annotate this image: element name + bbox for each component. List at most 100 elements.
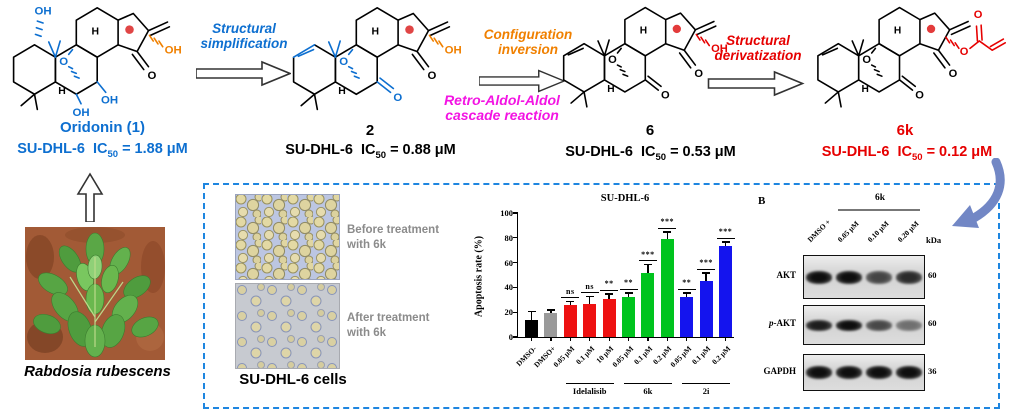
ic-label: IC: [360, 142, 376, 158]
error-cap: [643, 263, 652, 266]
lane-label: DMSO +: [805, 217, 833, 244]
x-tick: [569, 337, 571, 341]
protein-band: [866, 366, 892, 379]
chart-title: SU-DHL-6: [600, 193, 650, 204]
o-label: O: [148, 70, 157, 82]
structure-compound-2: O O OH O H H: [292, 6, 462, 111]
protein-band: [896, 270, 922, 284]
error-bar: [685, 293, 688, 298]
y-tick-label: 40: [504, 282, 514, 293]
blot-strip-GAPDH: [803, 354, 925, 391]
arrow-label-line: Structural: [212, 21, 276, 36]
reaction-arrow-2: [479, 69, 565, 93]
o-label: O: [661, 89, 670, 101]
o-label: O: [915, 89, 924, 101]
bar-0.1 μM: [583, 303, 597, 337]
o-label: O: [393, 92, 402, 104]
micrograph-after: [235, 283, 340, 369]
significance-marker: ***: [697, 259, 716, 270]
blot-row-label: GAPDH: [763, 365, 797, 376]
ic-value: = 0.88 μM: [390, 142, 456, 158]
bar-0.2 μM: [660, 239, 674, 337]
reaction-arrow-3: [707, 70, 805, 97]
oh-label: OH: [101, 95, 118, 107]
plant-name: Rabdosia rubescens: [24, 363, 171, 380]
ic-sub: 50: [375, 149, 387, 161]
blot-row-label: AKT: [776, 270, 796, 280]
error-bar: [666, 232, 669, 240]
significance-marker: ***: [658, 218, 677, 229]
y-tick-label: 20: [504, 307, 514, 318]
protein-band: [836, 270, 862, 284]
group-line: [565, 383, 614, 385]
arrow-label-simplification: Structural simplification: [194, 21, 294, 52]
ic-label: IC: [897, 144, 912, 160]
ic-label: IC: [92, 141, 108, 157]
group-label-Idelalisib: Idelalisib: [572, 386, 607, 396]
kda-value: 36: [928, 365, 937, 376]
y-tick: [513, 336, 518, 338]
ic-sub: 50: [107, 148, 119, 160]
ic-value: = 0.12 μM: [926, 144, 993, 160]
o-label: O: [960, 46, 969, 58]
o-label: O: [974, 9, 983, 21]
cells-caption: SU-DHL-6 cells: [239, 371, 347, 388]
error-cap: [624, 292, 633, 294]
after-treatment-label: After treatment with 6k: [347, 311, 429, 341]
error-cap: [605, 293, 614, 295]
before-treatment-label: Before treatment with 6k: [347, 223, 439, 253]
label-line: with 6k: [347, 238, 386, 251]
bar-0.05 μM: [563, 304, 577, 337]
error-bar: [588, 297, 591, 304]
significance-marker: **: [677, 278, 696, 290]
protein-band: [866, 319, 892, 331]
blot-strip-p-AKT: [803, 305, 925, 345]
error-cap: [546, 309, 555, 311]
significance-marker: **: [600, 280, 619, 291]
label-line: After treatment: [347, 312, 430, 324]
o-label: O: [428, 70, 437, 82]
x-tick: [686, 337, 688, 341]
y-axis-label: Apoptosis rate (%): [473, 235, 485, 318]
lane-label: 0.10 μM: [865, 219, 891, 244]
y-tick: [513, 286, 518, 289]
x-tick: [550, 337, 552, 341]
ic-value: = 0.53 μM: [670, 144, 736, 160]
error-bar: [705, 273, 707, 282]
h-label: H: [58, 86, 66, 97]
lane-label: 0.05 μM: [835, 219, 861, 244]
error-cap: [566, 300, 575, 303]
kda-value: 60: [928, 318, 937, 328]
lane-label: 0.20 μM: [895, 219, 921, 244]
o-label: O: [694, 68, 703, 80]
ic50-line-6k: SU-DHL-6 IC50 = 0.12 μM: [800, 144, 1014, 163]
oh-label: OH: [711, 43, 728, 55]
structure-compound-6k: O O O O O H H: [817, 6, 1007, 108]
arrow-label-line: cascade reaction: [445, 107, 559, 124]
micrograph-before: [235, 194, 340, 280]
arrow-label-line: Configuration: [483, 27, 573, 42]
protein-band: [836, 366, 862, 379]
h-label: H: [92, 26, 100, 37]
error-bar: [569, 302, 572, 305]
arrow-label-line: Retro-Aldol-Aldol: [444, 92, 560, 108]
bar-0.1 μM: [641, 272, 655, 337]
x-tick: [530, 337, 533, 341]
plot-area: DMSO- DMSO+ ns 0.05 μM ns 0.1 μM ** 10 μM ** 0.05…: [500, 208, 735, 396]
error-cap: [663, 231, 672, 233]
bridge-oxygen-dot: [405, 25, 414, 34]
western-blot: B 6k kDa DMSO +0.05 μM 0.10 μM 0.20 μM AKT 6…: [750, 191, 998, 403]
significance-marker: ns: [561, 287, 580, 299]
oh-label: OH: [165, 44, 182, 56]
compound-name-6: 6: [645, 122, 655, 139]
significance-marker: ***: [716, 228, 735, 239]
bridge-oxygen-dot: [672, 24, 681, 34]
arrow-label-derivatization: Structural derivatization: [704, 33, 812, 64]
treatment-underline: [838, 209, 920, 211]
significance-marker: ***: [638, 250, 657, 262]
h-label: H: [372, 26, 380, 37]
significance-marker: **: [619, 278, 638, 290]
o-label: O: [608, 54, 617, 66]
error-bar: [627, 293, 630, 298]
